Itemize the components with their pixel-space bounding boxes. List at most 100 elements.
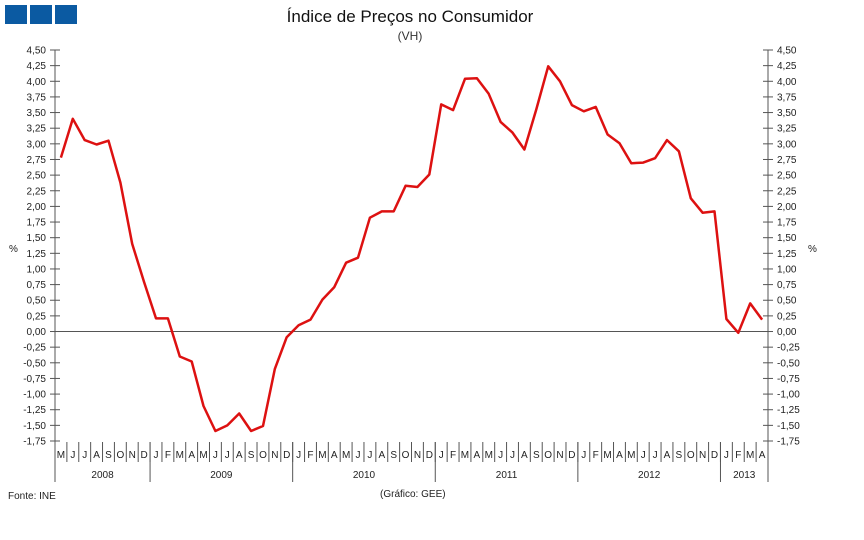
month-label: M [746,450,754,461]
month-label: J [356,450,361,461]
y-tick-label-right: 0,75 [777,280,797,291]
month-label: J [439,450,444,461]
y-tick-label-right: 3,00 [777,139,797,150]
month-label: J [225,450,230,461]
y-tick-label-left: 2,75 [27,155,47,166]
month-label: O [687,450,695,461]
month-label: A [236,450,243,461]
month-label: M [318,450,326,461]
month-label: O [402,450,410,461]
month-label: A [759,450,766,461]
year-label: 2012 [638,470,661,481]
series-line [59,65,764,433]
y-tick-label-right: 0,50 [777,296,797,307]
y-tick-label-left: 4,25 [27,61,47,72]
y-tick-label-left: 3,00 [27,139,47,150]
month-label: A [188,450,195,461]
y-tick-label-left: -1,25 [23,405,46,416]
y-tick-label-right: 4,50 [777,46,797,57]
month-label: S [390,450,397,461]
month-label: N [699,450,706,461]
y-tick-label-right: -0,75 [777,374,800,385]
month-label: A [616,450,623,461]
month-label: J [296,450,301,461]
chart-title: Índice de Preços no Consumidor [286,7,534,26]
y-tick-label-left: 2,25 [27,186,47,197]
month-label: D [141,450,148,461]
y-tick-label-left: -0,50 [23,358,46,369]
month-label: M [461,450,469,461]
y-tick-label-left: -0,25 [23,343,46,354]
y-tick-label-left: 0,50 [27,296,47,307]
y-tick-label-left: -1,50 [23,421,46,432]
y-tick-label-right: -1,75 [777,437,800,448]
month-label: J [367,450,372,461]
y-tick-label-left: 0,00 [27,327,47,338]
month-label: O [259,450,267,461]
y-tick-label-right: 3,75 [777,92,797,103]
y-tick-label-left: -1,75 [23,437,46,448]
month-label: D [711,450,718,461]
chart-subtitle: (VH) [397,29,423,43]
y-tick-label-left: -1,00 [23,390,46,401]
month-label: M [627,450,635,461]
year-label: 2008 [91,470,114,481]
y-tick-label-left: 1,25 [27,249,47,260]
y-tick-label-right: 4,25 [777,61,797,72]
logo [5,5,77,24]
month-label: N [556,450,563,461]
y-tick-label-right: -1,00 [777,390,800,401]
y-tick-label-left: 3,75 [27,92,47,103]
month-label: S [533,450,540,461]
month-label: S [676,450,683,461]
y-tick-label-left: -0,75 [23,374,46,385]
y-tick-label-left: 1,50 [27,233,47,244]
y-tick-label-left: 1,75 [27,218,47,229]
month-label: F [307,450,313,461]
y-tick-label-right: -0,50 [777,358,800,369]
month-label: F [735,450,741,461]
month-label: A [331,450,338,461]
month-label: D [426,450,433,461]
y-tick-label-left: 0,25 [27,311,47,322]
y-tick-label-left: 2,00 [27,202,47,213]
month-label: M [176,450,184,461]
month-label: J [724,450,729,461]
month-label: J [510,450,515,461]
month-label: O [544,450,552,461]
y-tick-label-right: 1,25 [777,249,797,260]
month-label: M [485,450,493,461]
year-label: 2011 [496,470,518,481]
y-tick-label-right: 3,50 [777,108,797,119]
month-label: J [498,450,503,461]
y-tick-label-right: 2,50 [777,171,797,182]
month-label: S [105,450,112,461]
y-tick-label-right: -1,25 [777,405,800,416]
y-tick-label-left: 4,00 [27,77,47,88]
month-label: A [378,450,385,461]
month-label: F [165,450,171,461]
month-label: O [116,450,124,461]
month-label: A [93,450,100,461]
source-note: Fonte: INE [8,491,56,502]
month-label: F [450,450,456,461]
y-tick-label-left: 1,00 [27,264,47,275]
month-label: D [283,450,290,461]
y-tick-label-right: 0,25 [777,311,797,322]
month-label: J [154,450,159,461]
month-label: M [57,450,65,461]
year-label: 2013 [733,470,756,481]
month-label: N [129,450,136,461]
y-tick-label-right: 3,25 [777,124,797,135]
y-axis-label-right: % [808,244,817,255]
month-label: A [664,450,671,461]
month-label: N [414,450,421,461]
y-tick-label-left: 4,50 [27,46,47,57]
y-tick-label-right: 0,00 [777,327,797,338]
y-tick-label-left: 3,50 [27,108,47,119]
year-label: 2010 [353,470,376,481]
month-label: J [213,450,218,461]
month-label: D [568,450,575,461]
month-label: M [199,450,207,461]
